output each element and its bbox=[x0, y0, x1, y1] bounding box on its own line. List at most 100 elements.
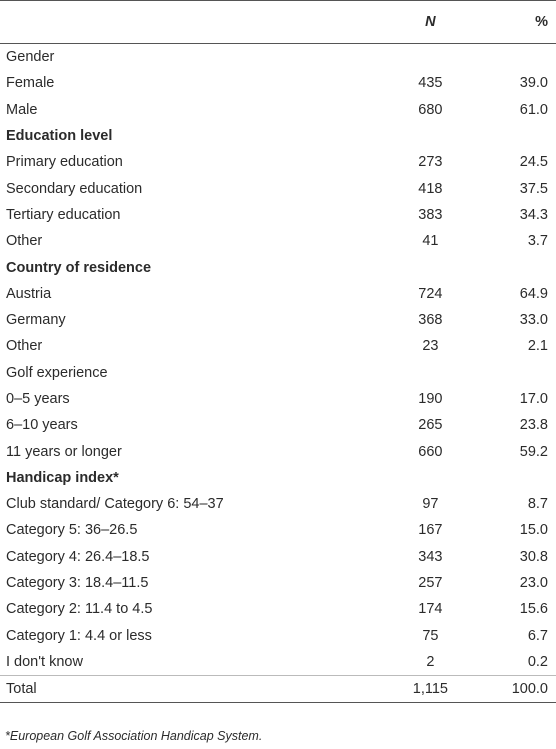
table-cell: 2 bbox=[426, 653, 435, 670]
table-cell: Category 4: 26.4–18.5 bbox=[6, 548, 150, 565]
table-cell: 64.9 bbox=[519, 285, 548, 302]
table-cell: I don't know bbox=[6, 653, 83, 670]
table-cell: Other bbox=[6, 338, 43, 355]
table-cell: Club standard/ Category 6: 54–37 bbox=[6, 496, 224, 513]
table-cell: 37.5 bbox=[519, 180, 548, 197]
table-cell: 3.7 bbox=[527, 233, 548, 250]
table-row: Category 3: 18.4–11.5 257 23.0 bbox=[0, 570, 556, 596]
table-row: 0–5 years 190 17.0 bbox=[0, 386, 556, 412]
table-row: Golf experience bbox=[0, 360, 556, 386]
table-row: Handicap index* bbox=[0, 465, 556, 491]
footnote: *European Golf Association Handicap Syst… bbox=[5, 729, 263, 743]
table-cell: 1,115 bbox=[390, 675, 471, 704]
table-cell bbox=[390, 44, 470, 71]
table-cell: Female bbox=[6, 75, 55, 92]
table-cell: Education level bbox=[6, 128, 113, 145]
table-cell: 368 bbox=[418, 312, 443, 329]
table-cell: Country of residence bbox=[6, 259, 152, 276]
table-cell: Gender bbox=[6, 49, 55, 66]
table-cell: Category 3: 18.4–11.5 bbox=[6, 575, 149, 592]
table-cell: 6–10 years bbox=[6, 417, 78, 434]
table-cell: Handicap index* bbox=[6, 469, 119, 486]
table-row: Female 435 39.0 bbox=[0, 70, 556, 96]
table-cell bbox=[471, 254, 556, 280]
table-cell: Tertiary education bbox=[6, 206, 121, 223]
header-cell: N bbox=[390, 0, 471, 44]
table: N % Gender Female 435 39.0 Male 680 61.0 Educat… bbox=[0, 0, 556, 704]
table-cell bbox=[390, 254, 470, 280]
table-cell: Male bbox=[6, 101, 38, 118]
table-cell: 0.2 bbox=[527, 653, 548, 670]
table-row: Tertiary education 383 34.3 bbox=[0, 202, 556, 228]
table-cell bbox=[390, 465, 470, 491]
table-cell: 23 bbox=[422, 338, 439, 355]
table-cell: 97 bbox=[422, 496, 439, 513]
table-cell bbox=[471, 123, 556, 149]
table-cell: 11 years or longer bbox=[6, 443, 122, 460]
table-row: Primary education 273 24.5 bbox=[0, 149, 556, 175]
table-row: I don't know 2 0.2 bbox=[0, 649, 556, 676]
table-cell: Category 1: 4.4 or less bbox=[6, 627, 152, 644]
table-cell: 680 bbox=[418, 101, 443, 118]
table-cell: 435 bbox=[418, 75, 443, 92]
table-cell: 383 bbox=[418, 206, 443, 223]
table-cell: 724 bbox=[418, 285, 443, 302]
table-cell: 15.6 bbox=[519, 601, 548, 618]
table-cell: 174 bbox=[418, 601, 443, 618]
table-cell: 39.0 bbox=[519, 75, 548, 92]
table-cell: Category 5: 36–26.5 bbox=[6, 522, 138, 539]
table-cell: 8.7 bbox=[527, 496, 548, 513]
table-cell: Primary education bbox=[6, 154, 123, 171]
table-cell: 2.1 bbox=[527, 338, 548, 355]
table-cell: 61.0 bbox=[519, 101, 548, 118]
header-cell: % bbox=[470, 0, 556, 44]
table-row: Total 1,115 100.0 bbox=[0, 675, 556, 704]
table-row: Club standard/ Category 6: 54–37 97 8.7 bbox=[0, 491, 556, 517]
table-cell: Secondary education bbox=[6, 180, 143, 197]
table-cell: Total bbox=[0, 675, 391, 704]
table-row: Germany 368 33.0 bbox=[0, 307, 556, 333]
table-row: Category 5: 36–26.5 167 15.0 bbox=[0, 517, 556, 543]
table-cell: 23.0 bbox=[519, 575, 548, 592]
table-cell: 100.0 bbox=[470, 675, 556, 704]
table-cell: 24.5 bbox=[519, 154, 548, 171]
table-cell: Other bbox=[6, 233, 43, 250]
table-cell: 418 bbox=[418, 180, 443, 197]
table-cell: Germany bbox=[6, 312, 66, 329]
table-cell: 6.7 bbox=[527, 627, 548, 644]
table-cell: 59.2 bbox=[519, 443, 548, 460]
table-cell: 0–5 years bbox=[6, 391, 70, 407]
table-row: Category 2: 11.4 to 4.5 174 15.6 bbox=[0, 596, 556, 622]
table-cell: 75 bbox=[422, 627, 439, 644]
table-cell: Category 2: 11.4 to 4.5 bbox=[6, 601, 153, 618]
table-cell: 343 bbox=[418, 548, 443, 565]
table-row: Other 23 2.1 bbox=[0, 333, 556, 359]
table-cell bbox=[390, 360, 470, 386]
header-row: N % bbox=[0, 0, 556, 44]
table-cell: 190 bbox=[418, 391, 443, 407]
table-cell: 41 bbox=[422, 233, 439, 250]
table-cell: Golf experience bbox=[6, 364, 108, 381]
table-row: Other 41 3.7 bbox=[0, 228, 556, 254]
table-cell: 34.3 bbox=[519, 206, 548, 223]
table-row: Gender bbox=[0, 44, 556, 71]
table-row: Category 1: 4.4 or less 75 6.7 bbox=[0, 623, 556, 649]
table-row: Education level bbox=[0, 123, 556, 149]
table-row: Secondary education 418 37.5 bbox=[0, 175, 556, 201]
table-cell bbox=[471, 360, 556, 386]
table-row: 11 years or longer 660 59.2 bbox=[0, 438, 556, 464]
table-cell: 167 bbox=[418, 522, 443, 539]
table-cell bbox=[471, 44, 556, 71]
table-cell: 33.0 bbox=[519, 312, 548, 329]
table-cell: 257 bbox=[418, 575, 443, 592]
table-cell: 15.0 bbox=[519, 522, 548, 539]
table-cell: 17.0 bbox=[519, 391, 548, 407]
table-cell: 23.8 bbox=[519, 417, 548, 434]
table-cell: 265 bbox=[418, 417, 443, 434]
table-cell: 273 bbox=[418, 154, 443, 171]
table-cell bbox=[390, 123, 470, 149]
header-cell bbox=[0, 0, 391, 44]
table-cell: 30.8 bbox=[519, 548, 548, 565]
table-cell: Austria bbox=[6, 285, 52, 302]
